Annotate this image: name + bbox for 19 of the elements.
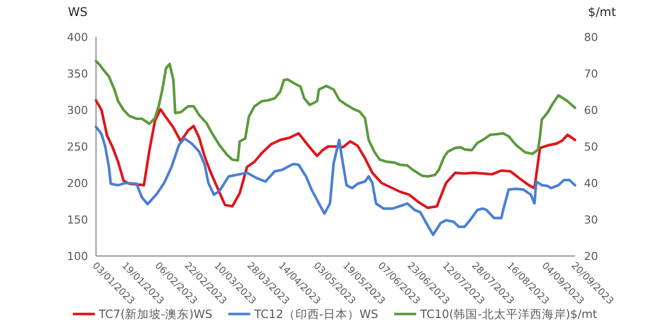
y2-tick-label: 70 bbox=[584, 68, 598, 80]
y-tick-label: 350 bbox=[67, 68, 88, 80]
y2-tick-label: 20 bbox=[584, 250, 598, 263]
y-tick-label: 200 bbox=[67, 177, 88, 190]
y-tick-label: 100 bbox=[67, 250, 88, 263]
y2-tick-label: 50 bbox=[584, 140, 598, 154]
y-tick-label: 150 bbox=[67, 214, 88, 226]
legend-label: TC7(新加坡-澳东)WS bbox=[98, 307, 212, 321]
y2-axis-title: $/mt bbox=[588, 5, 616, 19]
legend-label: TC10(韩国-北太平洋西海岸)$/mt bbox=[419, 307, 598, 321]
y2-tick-label: 60 bbox=[584, 104, 598, 117]
y-tick-label: 250 bbox=[67, 140, 88, 154]
legend-label: TC12（印西-日本）WS bbox=[253, 307, 378, 321]
y-axis-title: WS bbox=[68, 5, 88, 19]
y2-tick-label: 40 bbox=[584, 177, 598, 190]
y-tick-label: 400 bbox=[67, 31, 88, 44]
y2-tick-label: 30 bbox=[584, 214, 598, 226]
y-tick-label: 300 bbox=[67, 104, 88, 117]
y2-tick-label: 80 bbox=[584, 31, 598, 44]
